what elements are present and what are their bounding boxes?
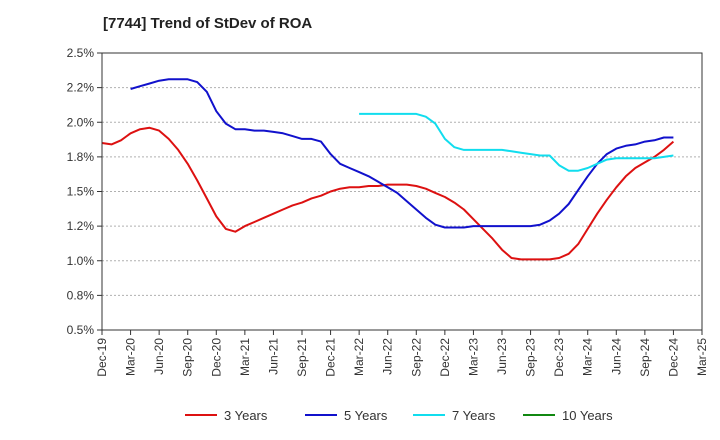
x-tick-label: Mar-23	[466, 338, 480, 376]
x-tick-label: Jun-20	[152, 338, 166, 375]
x-tick-label: Dec-21	[324, 338, 338, 377]
x-tick-label: Jun-21	[266, 338, 280, 375]
x-tick-label: Dec-24	[666, 338, 680, 377]
y-tick-label: 0.8%	[67, 288, 95, 302]
y-tick-label: 1.0%	[67, 254, 95, 268]
legend-label-7-years: 7 Years	[452, 408, 496, 423]
x-tick-label: Mar-25	[695, 338, 709, 376]
chart-title: [7744] Trend of StDev of ROA	[103, 15, 312, 32]
y-tick-label: 1.2%	[67, 219, 95, 233]
x-tick-label: Mar-22	[352, 338, 366, 376]
y-tick-label: 1.5%	[67, 185, 95, 199]
legend-label-5-years: 5 Years	[344, 408, 388, 423]
series-line-7-years	[359, 112, 674, 172]
x-tick-label: Mar-20	[124, 338, 138, 376]
x-tick-label: Sep-21	[295, 338, 309, 377]
x-tick-label: Sep-22	[409, 338, 423, 377]
x-tick-label: Sep-24	[638, 338, 652, 377]
y-tick-label: 0.5%	[67, 323, 95, 337]
legend-label-3-years: 3 Years	[224, 408, 268, 423]
x-tick-label: Jun-24	[609, 338, 623, 375]
x-tick-label: Mar-21	[238, 338, 252, 376]
x-tick-label: Dec-20	[209, 338, 223, 377]
legend: 3 Years 5 Years 7 Years 10 Years	[185, 408, 613, 423]
x-tick-label: Mar-24	[581, 338, 595, 376]
series-line-3-years	[101, 126, 675, 261]
y-axis: 0.5% 0.8% 1.0% 1.2% 1.5% 1.8% 2.0% 2.2% 2.5%	[67, 46, 102, 337]
x-axis: Dec-19 Mar-20 Jun-20 Sep-20 Dec-20 Mar-21 Jun-…	[95, 330, 709, 377]
y-tick-label: 2.0%	[67, 115, 95, 129]
x-tick-label: Sep-20	[181, 338, 195, 377]
y-tick-label: 1.8%	[67, 150, 95, 164]
y-tick-label: 2.2%	[67, 81, 95, 95]
x-tick-label: Dec-19	[95, 338, 109, 377]
x-tick-label: Jun-23	[495, 338, 509, 375]
legend-label-10-years: 10 Years	[562, 408, 613, 423]
series-lines	[101, 78, 675, 261]
y-tick-label: 2.5%	[67, 46, 95, 60]
x-tick-label: Dec-23	[552, 338, 566, 377]
x-tick-label: Jun-22	[381, 338, 395, 375]
x-tick-label: Sep-23	[524, 338, 538, 377]
x-tick-label: Dec-22	[438, 338, 452, 377]
series-line-5-years	[130, 78, 674, 229]
